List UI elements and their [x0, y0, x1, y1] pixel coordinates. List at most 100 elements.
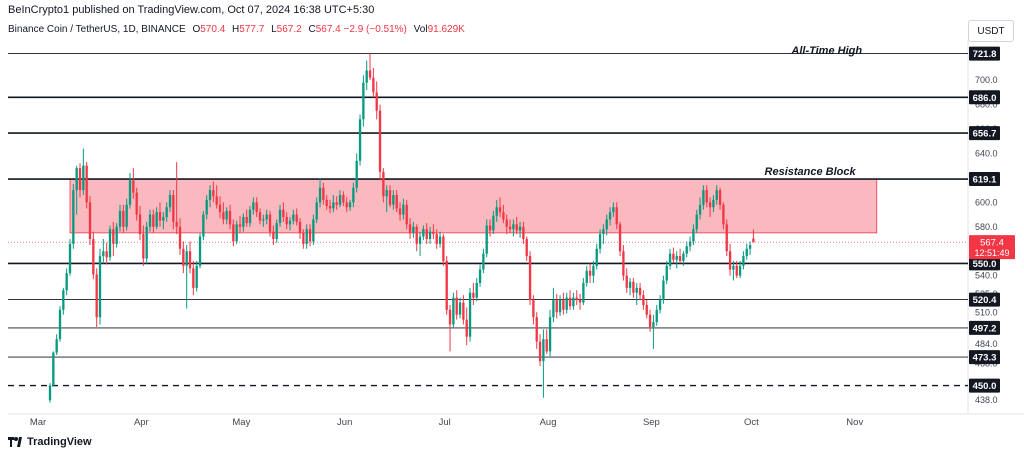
- candle-body: [742, 256, 745, 266]
- candle-body: [248, 209, 252, 224]
- candle-body: [472, 292, 475, 298]
- candle-body: [352, 187, 355, 203]
- level-price-tag: [969, 350, 1000, 365]
- y-tick-label: 700.0: [975, 75, 998, 85]
- candle-body: [218, 204, 222, 213]
- candle-body: [395, 195, 398, 209]
- candle-body: [302, 232, 305, 244]
- candle-body: [575, 297, 578, 301]
- candle-body: [382, 171, 385, 197]
- candle-body: [215, 196, 218, 205]
- candle-body: [532, 300, 535, 318]
- candle-body: [598, 234, 602, 249]
- candle-body: [202, 214, 205, 237]
- candle-body: [635, 287, 638, 293]
- x-tick-label: Oct: [744, 417, 759, 428]
- candle-body: [732, 265, 735, 270]
- candle-body: [502, 212, 505, 220]
- candle-body: [162, 217, 165, 221]
- candle-body: [485, 225, 488, 254]
- candle-body: [185, 251, 188, 266]
- candle-body: [158, 212, 162, 221]
- last-price-tag: [969, 235, 1015, 260]
- candle-body: [602, 229, 605, 235]
- level-price-label: 473.3: [973, 353, 997, 364]
- candle-body: [108, 229, 112, 258]
- candle-body: [52, 352, 55, 386]
- candle-body: [328, 206, 332, 209]
- candle-body: [722, 204, 725, 225]
- candle-body: [715, 190, 718, 200]
- candle-body: [392, 195, 395, 205]
- x-tick-label: May: [232, 417, 250, 428]
- candle-body: [275, 223, 278, 239]
- y-tick-label: 540.0: [975, 271, 998, 281]
- candle-body: [142, 234, 145, 259]
- candle-body: [498, 207, 502, 213]
- currency-button[interactable]: USDT: [968, 20, 1014, 42]
- x-tick-label: Jun: [337, 417, 352, 428]
- candle-body: [412, 226, 415, 233]
- candle-body: [655, 309, 658, 323]
- candle-body: [452, 297, 455, 325]
- candle-body: [332, 202, 335, 209]
- candle-body: [375, 92, 378, 111]
- candle-body: [462, 302, 465, 320]
- candle-body: [208, 190, 212, 200]
- y-tick-label: 580.0: [975, 222, 998, 232]
- candle-body: [372, 77, 375, 93]
- candle-body: [292, 214, 295, 221]
- candle-body: [358, 119, 362, 161]
- candle-body: [515, 224, 518, 231]
- candle-body: [568, 297, 572, 307]
- candle-body: [662, 280, 665, 301]
- candle-body: [308, 229, 312, 242]
- candle-body: [628, 281, 632, 288]
- candle-body: [55, 339, 58, 353]
- candle-body: [458, 302, 462, 315]
- candle-body: [572, 297, 575, 307]
- candle-body: [712, 199, 715, 208]
- candle-body: [95, 274, 98, 318]
- candle-body: [582, 282, 585, 303]
- resistance-zone: [69, 178, 878, 234]
- candle-body: [388, 190, 392, 205]
- level-price-tag: [969, 256, 1000, 271]
- candle-body: [425, 229, 428, 239]
- x-tick-label: Mar: [30, 417, 46, 428]
- candle-body: [335, 202, 338, 205]
- candle-body: [642, 295, 645, 305]
- candle-body: [342, 195, 345, 203]
- candle-body: [645, 304, 648, 315]
- candle-body: [225, 210, 228, 220]
- candle-body: [78, 168, 82, 191]
- candle-body: [605, 219, 608, 230]
- candle-body: [85, 165, 88, 203]
- candle-body: [355, 160, 358, 188]
- candle-body: [242, 217, 245, 227]
- chart-annotation: All-Time High: [790, 45, 862, 57]
- candle-body: [168, 195, 172, 208]
- candle-body: [678, 256, 682, 261]
- candle-body: [482, 253, 485, 270]
- symbol-name[interactable]: Binance Coin / TetherUS, 1D, BINANCE: [8, 24, 186, 35]
- tradingview-logo-icon: [8, 437, 22, 447]
- candle-body: [222, 212, 225, 220]
- tradingview-brand-text: TradingView: [27, 436, 92, 448]
- y-tick-label: 680.0: [975, 100, 998, 110]
- candle-body: [345, 202, 348, 208]
- candle-body: [675, 256, 678, 260]
- candle-body: [398, 208, 402, 215]
- high-value: 577.7: [239, 24, 265, 35]
- level-price-label: 550.0: [973, 259, 997, 270]
- candle-body: [555, 300, 558, 313]
- candle-body: [478, 269, 482, 283]
- candle-body: [325, 199, 328, 207]
- candle-body: [592, 265, 595, 276]
- candle-body: [542, 339, 545, 362]
- candle-body: [658, 300, 662, 310]
- tradingview-brand[interactable]: TradingView: [8, 436, 92, 448]
- candle-body: [588, 270, 592, 276]
- candle-body: [625, 275, 628, 288]
